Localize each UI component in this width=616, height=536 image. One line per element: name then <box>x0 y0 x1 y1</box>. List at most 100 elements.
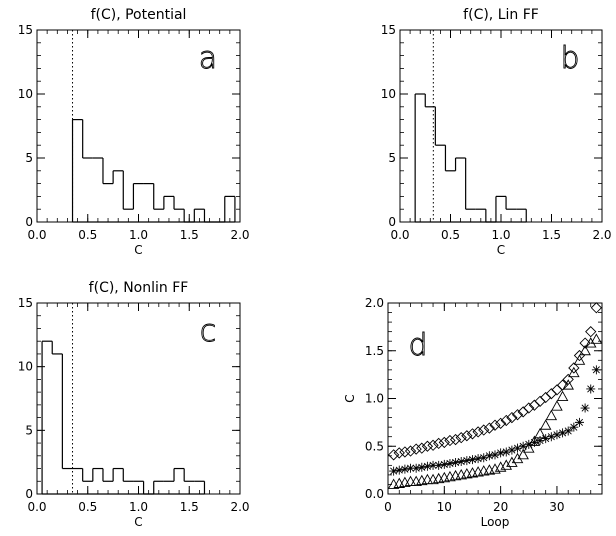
panel-label: b <box>560 41 579 76</box>
data-point-triangle <box>579 344 591 356</box>
data-point-asterisk <box>428 460 438 470</box>
chart-title: f(C), Potential <box>91 7 187 23</box>
y-tick-label: 0.5 <box>365 439 384 453</box>
data-point-triangle <box>534 427 546 439</box>
chart-title: f(C), Nonlin FF <box>89 280 189 296</box>
y-tick-label: 10 <box>381 87 396 101</box>
data-point-diamond <box>449 433 462 446</box>
data-point-diamond <box>511 409 524 421</box>
data-point-triangle <box>523 442 535 453</box>
data-point-asterisk <box>490 450 500 460</box>
data-point-diamond <box>545 388 557 400</box>
data-point-asterisk <box>439 459 449 469</box>
x-tick-label: 1.5 <box>180 500 199 514</box>
x-tick-label: 0.5 <box>78 228 97 242</box>
data-point-asterisk <box>451 457 461 467</box>
x-axis-label: C <box>134 243 142 257</box>
data-point-triangle <box>562 379 574 390</box>
data-point-diamond <box>523 402 535 414</box>
data-point-asterisk <box>434 460 444 470</box>
data-point-diamond <box>573 349 586 362</box>
data-point-triangle <box>421 473 434 485</box>
data-point-asterisk <box>445 458 455 468</box>
y-tick-label: 10 <box>18 360 33 374</box>
data-point-diamond <box>433 437 445 450</box>
data-point-diamond <box>478 424 490 436</box>
data-point-triangle <box>506 456 518 467</box>
data-point-diamond <box>404 445 417 457</box>
data-point-diamond <box>506 411 518 424</box>
series-triangle <box>387 333 603 489</box>
x-tick-label: 0.0 <box>27 228 46 242</box>
data-point-asterisk <box>513 443 523 453</box>
x-tick-label: 2.0 <box>230 500 249 514</box>
data-point-asterisk <box>569 422 579 432</box>
data-point-asterisk <box>422 461 432 471</box>
x-axis-label: Loop <box>481 515 510 529</box>
data-point-asterisk <box>484 451 494 461</box>
data-point-triangle <box>539 419 552 430</box>
data-point-asterisk <box>406 463 416 473</box>
data-point-diamond <box>461 430 473 442</box>
data-point-diamond <box>444 434 456 447</box>
data-point-diamond <box>494 417 507 429</box>
data-point-triangle <box>590 333 603 344</box>
data-point-asterisk <box>501 447 511 457</box>
panel-c: f(C), Nonlin FF 0.0 0.5 1.0 1.5 2.0 0 5 10 15 Cc <box>18 280 250 529</box>
x-tick-label: 1.0 <box>491 228 510 242</box>
x-tick-label: 0.5 <box>441 228 460 242</box>
data-point-asterisk <box>467 455 477 465</box>
y-tick-label: 10 <box>18 87 33 101</box>
data-point-diamond <box>540 391 552 404</box>
x-tick-label: 1.5 <box>180 228 199 242</box>
data-point-diamond <box>399 446 411 458</box>
data-point-diamond <box>421 440 434 452</box>
x-tick-label: 30 <box>549 500 564 514</box>
y-tick-label: 2.0 <box>365 296 384 310</box>
y-tick-label: 0 <box>25 215 33 229</box>
data-point-diamond <box>556 379 569 391</box>
data-point-asterisk <box>591 365 601 375</box>
data-point-diamond <box>466 428 479 440</box>
y-tick-label: 15 <box>18 23 33 37</box>
x-tick-label: 1.0 <box>129 500 148 514</box>
data-point-asterisk <box>473 454 483 464</box>
y-tick-label: 0 <box>25 487 33 501</box>
data-point-diamond <box>585 326 597 338</box>
data-point-diamond <box>562 373 574 386</box>
data-point-asterisk <box>546 432 556 442</box>
panel-label: d <box>408 328 427 363</box>
panel-b: f(C), Lin FF 0.0 0.5 1.0 1.5 2.0 0 5 10 15 Cb <box>381 7 612 257</box>
data-point-asterisk <box>529 437 539 447</box>
data-point-asterisk <box>563 426 573 436</box>
data-point-triangle <box>551 400 563 411</box>
data-point-diamond <box>416 442 428 454</box>
y-tick-label: 15 <box>18 296 33 310</box>
data-point-diamond <box>483 422 496 434</box>
y-tick-label: 1.0 <box>365 392 384 406</box>
data-point-asterisk <box>574 417 584 427</box>
data-point-triangle <box>545 409 558 421</box>
data-point-asterisk <box>389 466 399 476</box>
data-point-triangle <box>517 448 529 460</box>
data-point-diamond <box>489 419 501 431</box>
data-point-diamond <box>568 362 580 374</box>
data-point-diamond <box>427 439 439 451</box>
data-point-diamond <box>438 436 450 449</box>
data-point-diamond <box>500 414 512 427</box>
data-point-asterisk <box>479 453 489 463</box>
data-point-asterisk <box>552 430 562 440</box>
y-tick-label: 5 <box>25 423 33 437</box>
data-point-triangle <box>556 390 569 402</box>
chart-title: f(C), Lin FF <box>463 7 539 23</box>
data-point-diamond <box>393 447 405 459</box>
y-tick-label: 0.0 <box>365 487 384 501</box>
y-tick-label: 5 <box>25 151 33 165</box>
data-point-asterisk <box>507 445 517 455</box>
data-point-diamond <box>551 384 563 396</box>
x-tick-label: 0.0 <box>27 500 46 514</box>
x-tick-label: 0.0 <box>390 228 409 242</box>
data-point-diamond <box>410 443 422 455</box>
data-point-asterisk <box>456 457 466 467</box>
